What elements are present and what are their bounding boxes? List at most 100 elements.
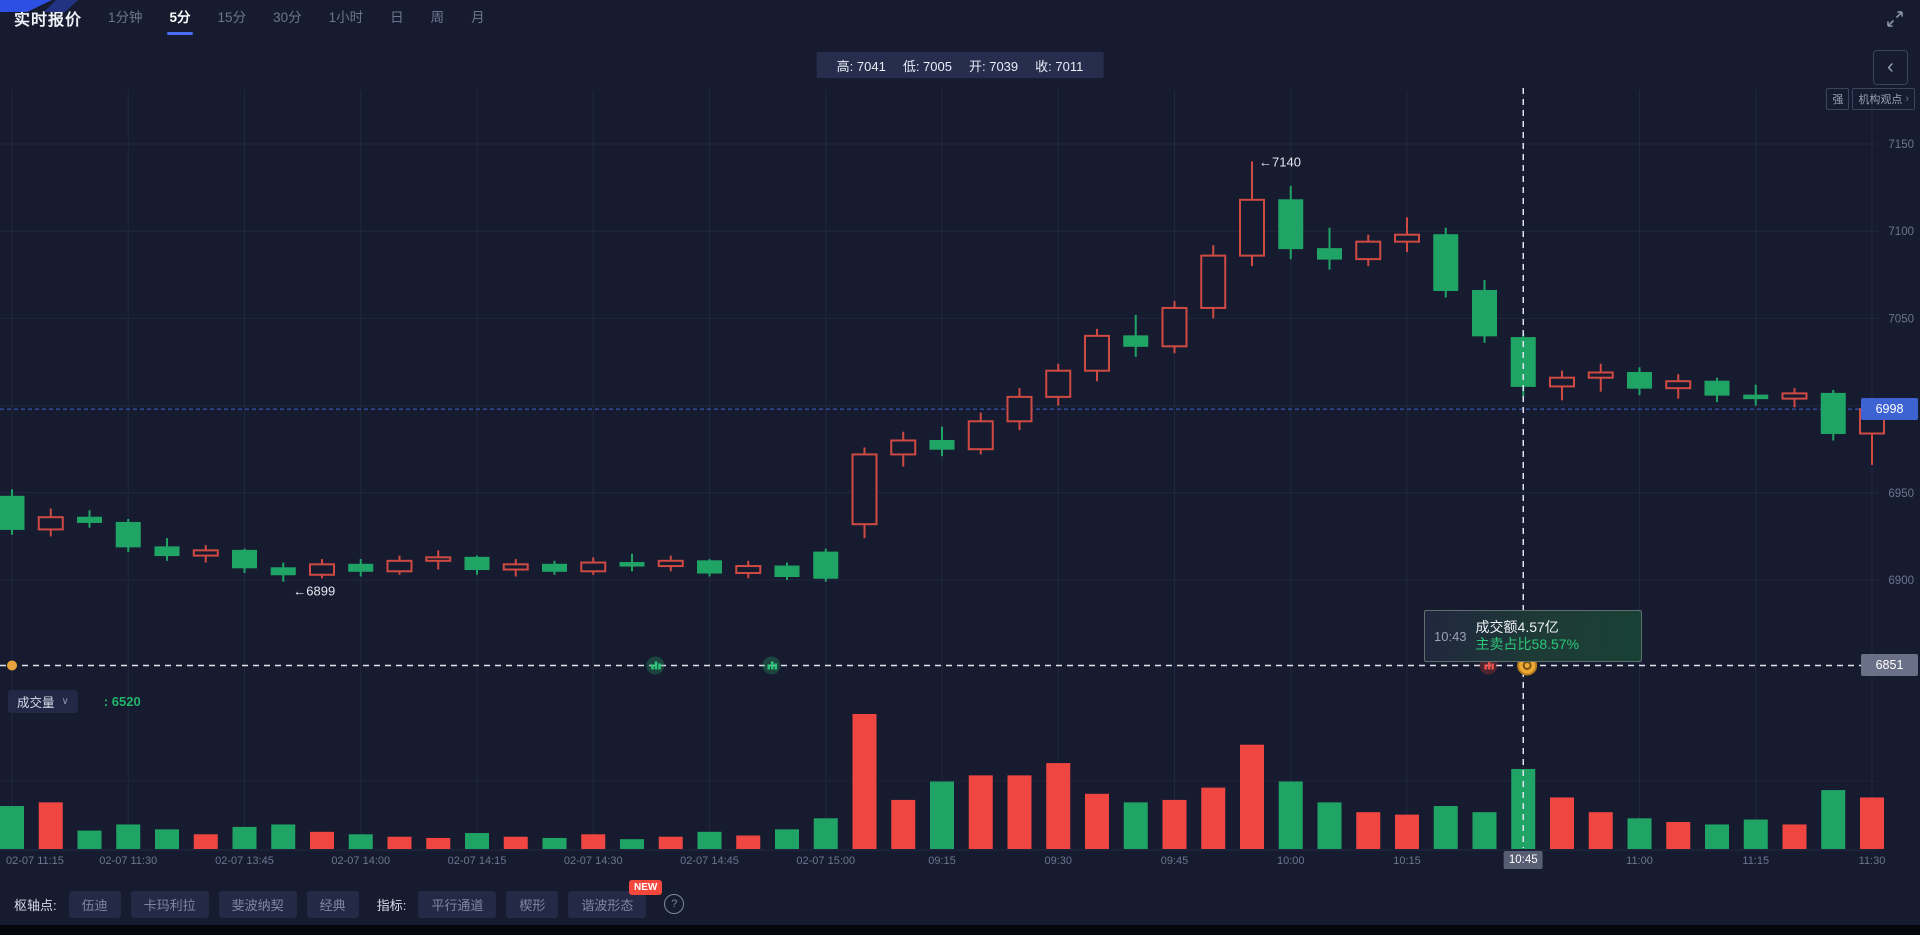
volume-bar — [38, 802, 63, 849]
orange-dot-marker[interactable] — [7, 660, 17, 671]
chevron-left-icon: ‹ — [1887, 56, 1894, 78]
volume-bar — [426, 837, 451, 849]
candle-body — [542, 563, 567, 572]
indicator-button-谐波形态[interactable]: 谐波形态 NEW — [568, 879, 663, 918]
candle-body — [425, 556, 452, 562]
time-tick-label: 02-07 11:30 — [99, 855, 158, 867]
time-tick-label: 09:45 — [1160, 855, 1189, 867]
tooltip-sell-ratio: 主卖占比58.57% — [1475, 636, 1580, 652]
volume-bar — [1123, 802, 1148, 849]
volume-bar — [0, 806, 24, 849]
volume-bar — [1278, 781, 1303, 849]
interval-tabs: 1分钟 5分 15分 30分 1小时 日 周 月 — [108, 0, 485, 36]
time-tick-label: 02-07 14:45 — [680, 855, 739, 867]
candle-body — [502, 563, 529, 571]
candle-body — [619, 562, 645, 567]
volume-bar — [1627, 818, 1652, 849]
time-axis: 02-07 11:15 02-07 11:30 02-07 13:45 02-07 1… — [0, 851, 1920, 871]
candle-body — [1045, 369, 1072, 398]
time-tick-label: 09:15 — [928, 855, 956, 867]
candle-body — [1355, 240, 1382, 261]
time-tick-label: 02-07 13:45 — [215, 855, 274, 867]
candle-body — [37, 516, 64, 531]
last-price-badge: 6998 — [1861, 398, 1918, 420]
tooltip-turnover: 成交额4.57亿 — [1475, 619, 1559, 635]
page-title: 实时报价 — [14, 12, 83, 29]
time-tick-label: 02-07 14:00 — [331, 855, 391, 867]
candle-body — [1394, 233, 1420, 243]
tab-1小时[interactable]: 1小时 — [328, 10, 364, 25]
pivot-button-伍迪[interactable]: 伍迪 — [68, 890, 121, 918]
volume-bar — [1007, 775, 1032, 849]
volume-bar — [1317, 802, 1342, 849]
candle-body — [1123, 335, 1149, 347]
ohlc-item: 收: 7011 — [1035, 58, 1084, 74]
volume-bar — [542, 837, 567, 849]
volume-bar — [1240, 744, 1264, 849]
pivot-button-斐波纳契[interactable]: 斐波纳契 — [218, 890, 297, 918]
volume-bar — [697, 831, 722, 849]
volume-bar — [232, 826, 257, 849]
candle-body — [851, 453, 878, 526]
volume-bar — [348, 834, 373, 849]
tab-周[interactable]: 周 — [430, 10, 445, 25]
volume-bar — [968, 775, 993, 849]
crosshair-time-badge: 10:45 — [1503, 851, 1543, 869]
time-tick-label: 02-07 14:30 — [563, 855, 623, 867]
time-tick-label: 10:00 — [1276, 855, 1305, 867]
pivot-buttons: 伍迪 卡玛利拉 斐波纳契 经典 — [68, 890, 359, 918]
candle-body — [386, 559, 413, 573]
candle-body — [1704, 380, 1730, 396]
indicator-button-楔形[interactable]: 楔形 — [506, 890, 559, 918]
help-icon[interactable]: ? — [664, 894, 685, 914]
institution-view-link[interactable]: 机构观点 › — [1852, 88, 1915, 110]
time-tick-label: 02-07 14:15 — [447, 855, 507, 867]
volume-bar — [1162, 799, 1187, 849]
volume-bar — [581, 834, 606, 849]
candle-body — [967, 420, 994, 451]
volume-indicator-selector[interactable]: 成交量 ∨ — [8, 690, 78, 713]
candle-body — [192, 549, 219, 557]
pivot-button-卡玛利拉[interactable]: 卡玛利拉 — [130, 890, 209, 918]
bottom-black-strip — [0, 925, 1920, 935]
tab-1分钟[interactable]: 1分钟 — [108, 10, 143, 25]
indicator-button-平行通道[interactable]: 平行通道 — [418, 890, 497, 918]
volume-bar — [1550, 797, 1574, 849]
time-tick-label: 11:00 — [1626, 855, 1653, 867]
tab-5分[interactable]: 5分 — [170, 0, 191, 36]
tab-30分[interactable]: 30分 — [273, 10, 302, 25]
candle-body — [154, 546, 180, 557]
volume-bar — [1472, 812, 1497, 849]
volume-bar — [1705, 824, 1729, 849]
volume-bar — [1666, 822, 1691, 849]
price-tick-label: 7100 — [1888, 226, 1914, 238]
volume-bar — [77, 830, 102, 849]
candle-body — [929, 439, 955, 450]
volume-value: : 6520 — [103, 694, 141, 709]
new-badge: NEW — [629, 879, 663, 895]
pivot-button-经典[interactable]: 经典 — [306, 890, 359, 918]
ohlc-item: 低: 7005 — [902, 58, 952, 74]
pivot-label: 枢轴点: — [14, 897, 57, 913]
tab-日[interactable]: 日 — [390, 10, 404, 25]
price-tick-label: 7150 — [1888, 139, 1914, 151]
volume-bars — [0, 714, 1884, 849]
candle-body — [77, 516, 102, 523]
tab-月[interactable]: 月 — [471, 10, 485, 25]
price-annotation: ←7140 — [1259, 154, 1301, 169]
panel-collapse-button[interactable]: ‹ — [1873, 50, 1908, 85]
indicator-label: 指标: — [376, 897, 407, 913]
ohlc-item: 高: 7041 — [836, 58, 886, 74]
candle-body — [1820, 392, 1846, 435]
candle-body — [1549, 376, 1575, 388]
collapse-fullscreen-icon[interactable] — [1884, 8, 1906, 30]
candle-body — [115, 521, 141, 548]
tab-15分[interactable]: 15分 — [217, 10, 247, 25]
candle-body — [1781, 392, 1808, 400]
tooltip-time: 10:43 — [1434, 628, 1467, 644]
candle-body — [1239, 198, 1265, 257]
volume-bar — [736, 835, 761, 849]
top-bar: 实时报价 1分钟 5分 15分 30分 1小时 日 周 月 — [0, 0, 1920, 36]
volume-bar — [465, 833, 489, 849]
